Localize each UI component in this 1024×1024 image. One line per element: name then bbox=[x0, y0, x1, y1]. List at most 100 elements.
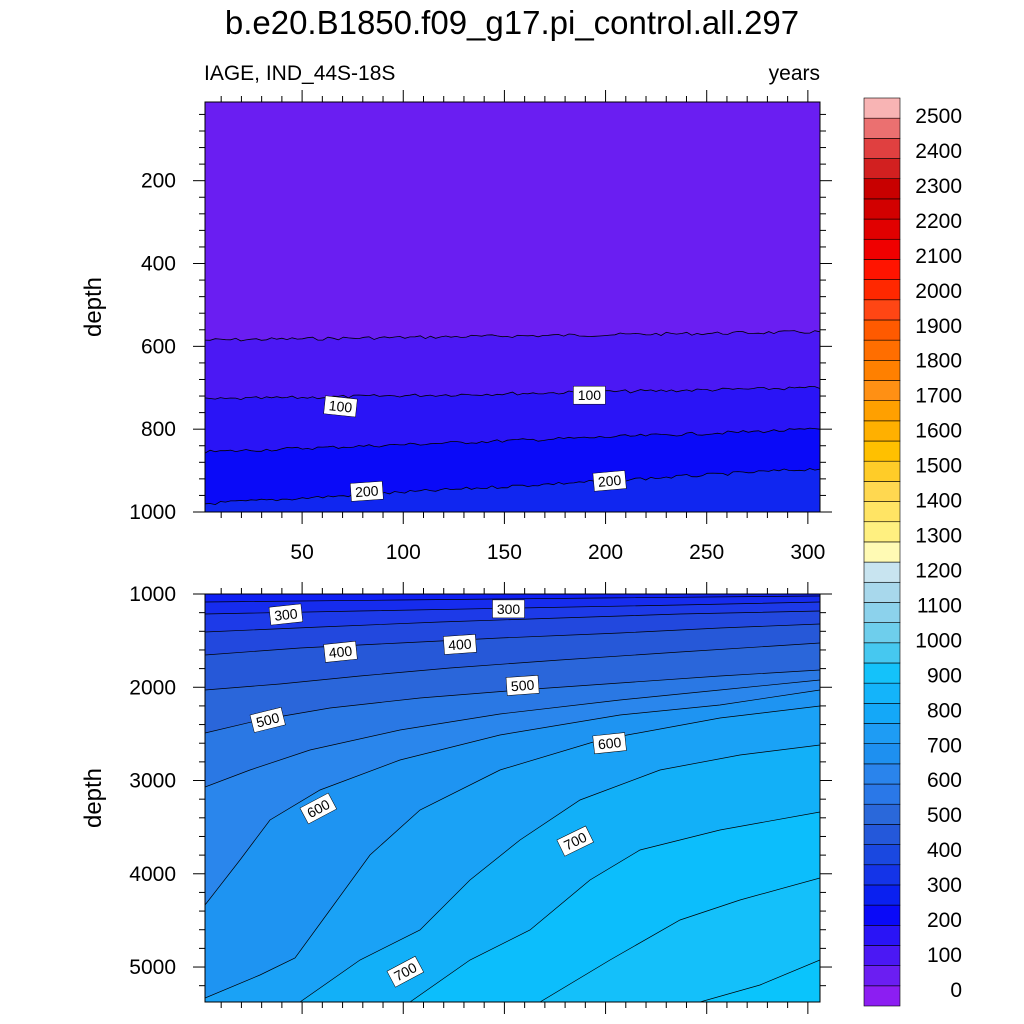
colorbar-swatch bbox=[863, 97, 901, 119]
upper-depth-panel: 100 100 200 200 200 400 600 800 1000 50 100 150 20… bbox=[80, 90, 832, 564]
lower-contour-line bbox=[409, 811, 820, 1002]
colorbar-label: 2300 bbox=[915, 175, 962, 198]
y-tick-label: 800 bbox=[141, 418, 176, 441]
contour-label-text: 300 bbox=[497, 601, 521, 617]
colorbar-label: 500 bbox=[927, 804, 962, 827]
colorbar-label: 1900 bbox=[915, 315, 962, 338]
chart-title: b.e20.B1850.f09_g17.pi_control.all.297 bbox=[224, 4, 800, 41]
contour-label-text: 400 bbox=[328, 643, 353, 661]
contour-label: 200 bbox=[592, 470, 627, 492]
colorbar-label: 1700 bbox=[915, 385, 962, 408]
upper-y-tick-labels: 200 400 600 800 1000 bbox=[129, 170, 176, 524]
contour-label-text: 600 bbox=[597, 734, 622, 752]
colorbar-swatch bbox=[863, 924, 901, 946]
units-subtitle: years bbox=[768, 62, 820, 85]
lower-contour-line bbox=[205, 642, 820, 691]
upper-band bbox=[205, 102, 820, 341]
colorbar-swatch bbox=[863, 521, 901, 543]
colorbar-label: 1300 bbox=[915, 525, 962, 548]
x-tick-label: 50 bbox=[290, 541, 313, 564]
colorbar-swatch bbox=[863, 299, 901, 321]
contour-label: 500 bbox=[249, 706, 286, 733]
colorbar-label: 200 bbox=[927, 909, 962, 932]
lower-contour-line bbox=[205, 610, 820, 633]
colorbar-label: 1800 bbox=[915, 350, 962, 373]
colorbar-swatch bbox=[863, 945, 901, 966]
x-tick-label: 150 bbox=[487, 541, 522, 564]
colorbar-swatch bbox=[863, 844, 901, 866]
contour-label: 100 bbox=[573, 385, 606, 405]
colorbar-swatch bbox=[863, 723, 901, 744]
colorbar-swatch bbox=[863, 864, 901, 886]
lower-contour-line bbox=[205, 689, 820, 906]
colorbar-swatch bbox=[863, 279, 901, 301]
colorbar-label: 2200 bbox=[915, 210, 962, 233]
colorbar-label: 400 bbox=[927, 839, 962, 862]
contour-label-text: 200 bbox=[597, 472, 622, 490]
colorbar-swatch bbox=[863, 763, 901, 785]
colorbar-swatch bbox=[863, 985, 901, 1007]
lower-contour-line bbox=[205, 623, 820, 656]
x-tick-label: 250 bbox=[689, 541, 724, 564]
contour-label-text: 200 bbox=[355, 482, 380, 500]
lower-band bbox=[205, 594, 820, 602]
contour-label: 200 bbox=[349, 480, 384, 502]
colorbar-label: 1500 bbox=[915, 455, 962, 478]
colorbar-swatch bbox=[863, 824, 901, 845]
colorbar-swatch bbox=[863, 743, 901, 765]
y-tick-label: 2000 bbox=[129, 676, 176, 699]
colorbar-label: 1100 bbox=[917, 594, 962, 617]
upper-y-axis-title: depth bbox=[80, 277, 107, 337]
y-tick-label: 5000 bbox=[129, 956, 176, 979]
colorbar-label: 900 bbox=[927, 664, 962, 687]
colorbar-swatch bbox=[863, 460, 901, 482]
upper-contour-line bbox=[205, 427, 820, 454]
colorbar-swatch bbox=[863, 561, 901, 583]
upper-contour-fill bbox=[205, 102, 820, 512]
colorbar-swatch bbox=[863, 158, 901, 180]
colorbar-swatch bbox=[863, 803, 901, 825]
colorbar-swatch bbox=[863, 319, 901, 341]
colorbar-swatch bbox=[863, 541, 901, 563]
colorbar-swatch bbox=[863, 380, 901, 401]
lower-plot-frame bbox=[204, 593, 821, 1003]
x-tick-label: 200 bbox=[588, 541, 623, 564]
colorbar-swatch bbox=[863, 622, 901, 644]
contour-label-text: 100 bbox=[328, 397, 353, 415]
colorbar-label: 700 bbox=[927, 734, 962, 757]
lower-contour-lines bbox=[205, 595, 820, 1002]
colorbar-label: 600 bbox=[927, 769, 962, 792]
lower-y-tick-labels: 1000 2000 3000 4000 5000 bbox=[129, 583, 176, 979]
upper-contour-line bbox=[205, 468, 820, 506]
colorbar-swatch bbox=[863, 218, 901, 240]
y-tick-label: 1000 bbox=[129, 583, 176, 606]
contour-label-text: 500 bbox=[254, 709, 281, 730]
contour-label: 400 bbox=[323, 640, 358, 663]
lower-contour-line bbox=[205, 595, 820, 603]
y-tick-label: 200 bbox=[141, 170, 176, 193]
colorbar-swatch bbox=[863, 198, 901, 220]
colorbar-swatch bbox=[863, 117, 901, 139]
contour-label-text: 400 bbox=[448, 636, 473, 654]
contour-label-text: 100 bbox=[578, 387, 602, 403]
contour-label-text: 500 bbox=[510, 677, 535, 695]
y-tick-label: 400 bbox=[141, 253, 176, 276]
upper-contour-line bbox=[205, 330, 820, 342]
colorbar: 0 100 200 300 400 500 600 700 800 900 1000 1100 1200… bbox=[863, 97, 962, 1007]
colorbar-swatch bbox=[863, 481, 901, 502]
y-tick-label: 600 bbox=[141, 335, 176, 358]
x-tick-label: 300 bbox=[790, 541, 825, 564]
colorbar-swatch bbox=[863, 178, 901, 200]
colorbar-label: 1000 bbox=[915, 629, 962, 652]
contour-label: 400 bbox=[443, 634, 477, 655]
colorbar-swatch bbox=[863, 339, 901, 361]
colorbar-swatch bbox=[863, 662, 901, 684]
contour-label: 300 bbox=[268, 603, 304, 626]
colorbar-swatch bbox=[863, 138, 901, 159]
upper-axis-ticks bbox=[193, 90, 832, 524]
colorbar-swatch bbox=[863, 783, 901, 805]
colorbar-swatch bbox=[863, 682, 901, 704]
colorbar-label: 300 bbox=[927, 874, 962, 897]
